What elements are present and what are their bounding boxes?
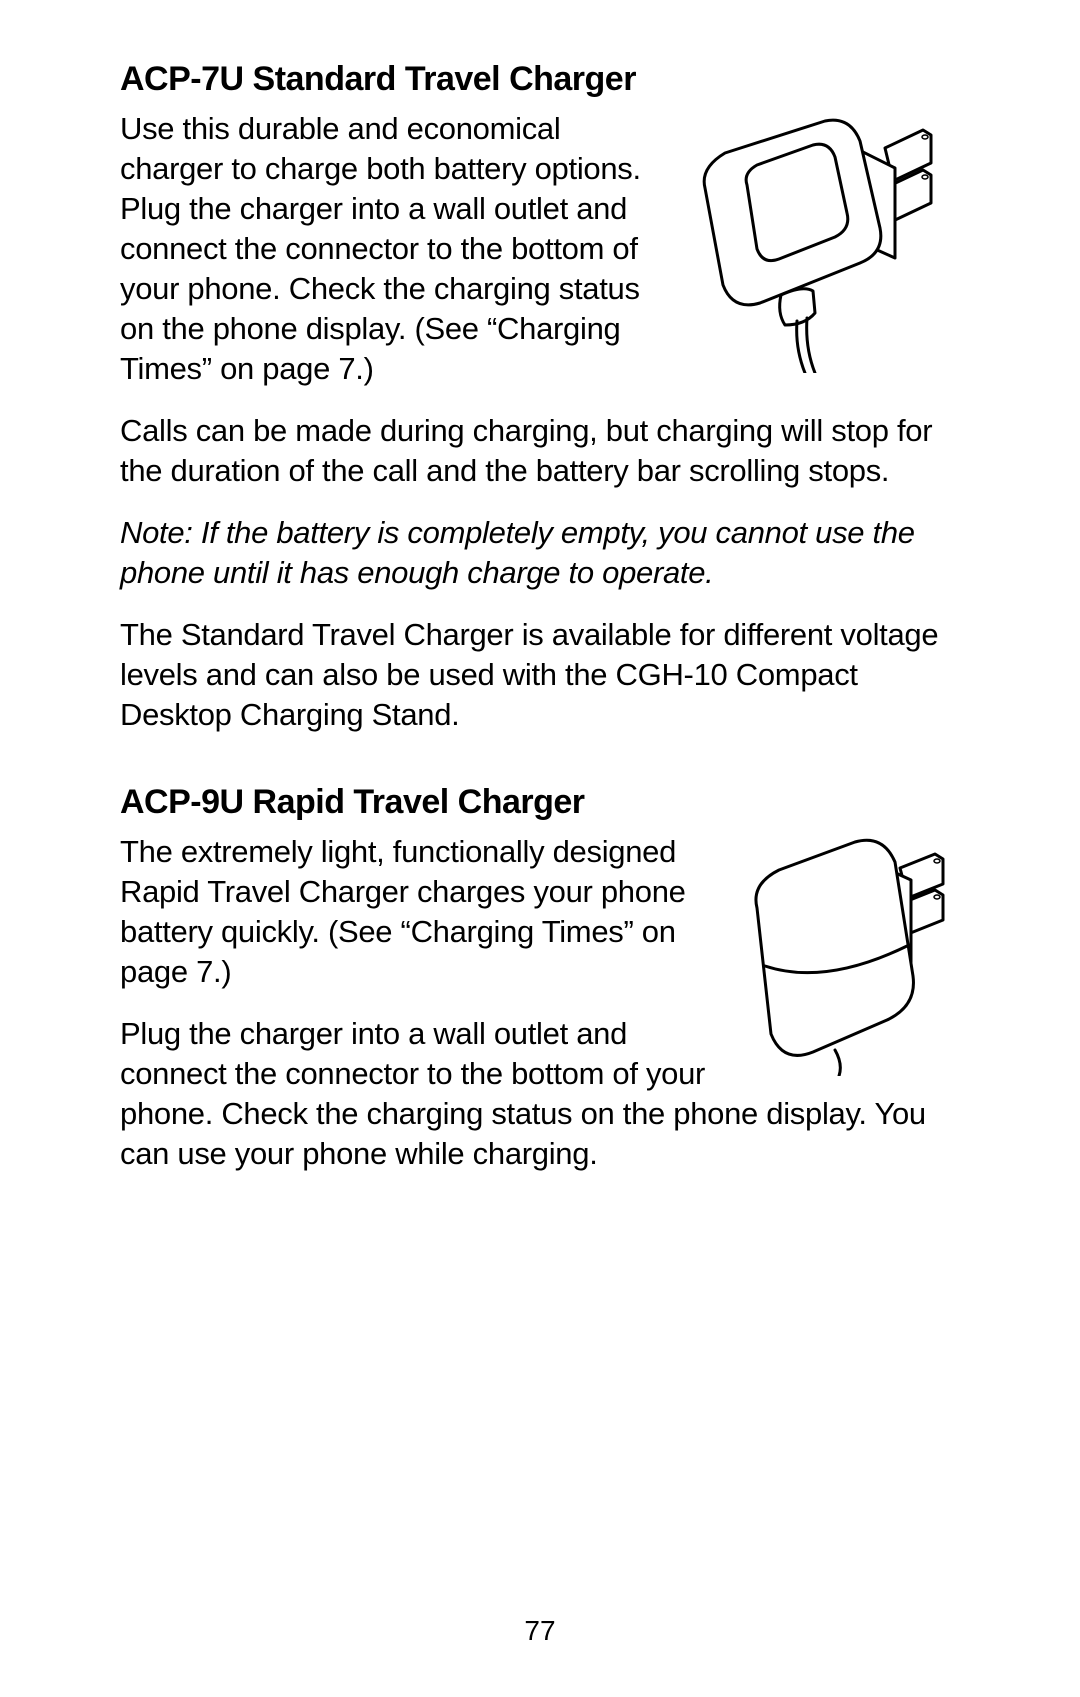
section-heading-acp7u: ACP-7U Standard Travel Charger [120,60,965,99]
section2: ACP-9U Rapid Travel Charger [120,783,965,1196]
charger-acp9u-icon [735,836,965,1076]
section1-p2: Calls can be made during charging, but c… [120,411,965,491]
charger-acp7u-figure [685,113,965,378]
manual-page: ACP-7U Standard Travel Charger [0,0,1080,1697]
charger-acp7u-icon [685,113,965,373]
section1-p3: The Standard Travel Charger is available… [120,615,965,735]
page-number: 77 [0,1615,1080,1647]
section1-note: Note: If the battery is completely empty… [120,513,965,593]
section-heading-acp9u: ACP-9U Rapid Travel Charger [120,783,965,822]
section2-body: The extremely light, functionally de­sig… [120,832,965,1196]
section1-body: Use this durable and economical charger … [120,109,965,411]
charger-acp9u-figure [735,836,965,1081]
